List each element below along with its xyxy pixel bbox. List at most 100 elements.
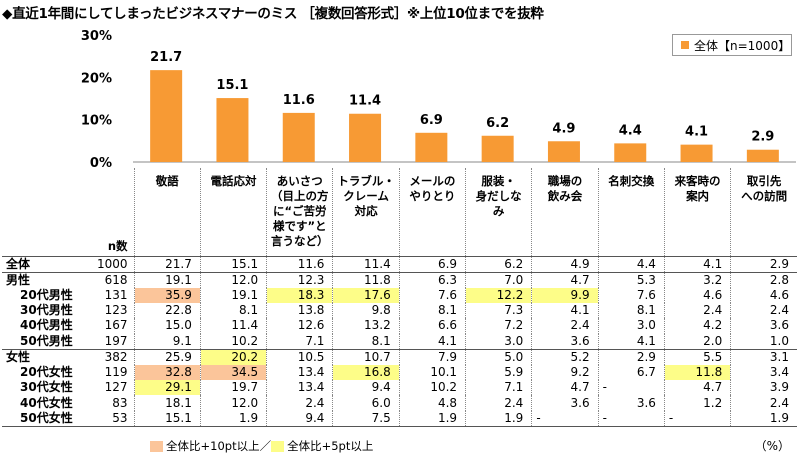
table-cell: 11.4 <box>332 255 400 272</box>
table-cell: 12.3 <box>266 271 333 288</box>
bar <box>547 141 580 162</box>
column-header: 名刺交換 <box>597 168 665 256</box>
table-cell: 18.1 <box>133 395 201 411</box>
column-header: 敬語 <box>133 168 201 256</box>
table-cell: 5.2 <box>531 348 599 365</box>
table-cell: 1.9 <box>199 410 267 427</box>
table-cell: 9.1 <box>133 333 201 350</box>
bar-value-label: 4.1 <box>685 125 708 140</box>
n-header: n数 <box>107 238 128 253</box>
table-cell: 3.0 <box>597 318 665 334</box>
column-header: 服装・ 身だしなみ <box>465 168 532 256</box>
table-cell: 2.9 <box>730 255 798 272</box>
table-cell: 3.1 <box>730 348 798 365</box>
row-n: 131 <box>104 287 128 302</box>
table-cell: 2.8 <box>730 271 798 288</box>
row-label: 20代女性 <box>20 364 73 379</box>
table-cell: 4.6 <box>730 287 798 303</box>
column-header-line: 敬語 <box>155 174 179 188</box>
row-n: 382 <box>94 348 135 365</box>
bar <box>614 143 647 162</box>
table-cell: 7.6 <box>398 287 466 303</box>
table-cell: 1.9 <box>730 410 798 427</box>
table-cell: 7.2 <box>465 318 532 334</box>
table-cell: 4.1 <box>663 255 731 272</box>
column-header-line: 来客時の <box>674 174 721 188</box>
column-header-line: 言うなど） <box>271 234 329 248</box>
row-n: 1000 <box>94 255 135 272</box>
orange-highlight-label: 全体比+10pt以上／ <box>166 439 272 453</box>
row-n: 127 <box>104 380 128 395</box>
table-cell: 4.1 <box>398 333 466 350</box>
bar-value-label: 6.9 <box>420 113 443 128</box>
table-cell: - <box>597 380 665 396</box>
table-row: 20代女性 119 32.8 34.5 13.4 16.8 10.1 5.9 9.2 6.7 11.… <box>2 364 798 381</box>
bar-value-label: 11.6 <box>283 93 315 108</box>
column-header-line: への訪問 <box>741 189 788 203</box>
table-cell: 5.9 <box>465 364 532 381</box>
table-cell: 12.0 <box>199 395 267 411</box>
table-cell: 2.4 <box>531 318 599 334</box>
table-cell: 13.4 <box>266 380 333 396</box>
table-cell: 7.0 <box>465 271 532 288</box>
table-cell: 12.0 <box>199 271 267 288</box>
table-cell: 3.6 <box>531 395 599 411</box>
column-header: あいさつ （目上の方 に“ご苦労 様です”と 言うなど） <box>266 168 333 256</box>
table-cell: 10.2 <box>398 380 466 396</box>
table-cell: - <box>531 410 599 427</box>
column-header-line: クレーム <box>343 189 389 203</box>
table-cell: 7.1 <box>266 333 333 350</box>
table-cell: 6.9 <box>398 255 466 272</box>
table-cell: 15.1 <box>199 255 267 272</box>
table-cell: 4.9 <box>531 255 599 272</box>
table-cell: 25.9 <box>133 348 201 365</box>
table-row: 女性 382 25.9 20.2 10.5 10.7 7.9 5.0 5.2 2.9 5.5 3.1 <box>2 348 798 365</box>
row-n: 53 <box>94 410 135 427</box>
column-header-line: メールの <box>409 174 456 188</box>
table-cell: 3.4 <box>730 364 798 381</box>
table-cell: 13.4 <box>266 364 333 381</box>
table-header-row: n数 敬語 電話応対 あいさつ （目上の方 に“ご苦労 様です”と 言うなど） トラブル・ クレー… <box>2 168 798 256</box>
column-header: 取引先 への訪問 <box>730 168 798 256</box>
table-cell: 9.9 <box>531 287 599 303</box>
orange-highlight-swatch <box>150 440 163 452</box>
column-header: トラブル・ クレーム 対応 <box>332 168 400 256</box>
table-cell: 2.4 <box>730 395 798 411</box>
table-cell: 19.7 <box>199 380 267 396</box>
table-cell: 1.2 <box>663 395 731 411</box>
table-cell: 3.6 <box>730 318 798 334</box>
table-cell: 3.9 <box>730 380 798 396</box>
row-n: 83 <box>112 395 128 410</box>
table-row: 20代男性 131 35.9 19.1 18.3 17.6 7.6 12.2 9.9 7.6 4.6… <box>2 287 798 303</box>
column-header-line: 対応 <box>354 204 378 218</box>
column-header-line: やりとり <box>409 189 456 203</box>
table-cell: 13.2 <box>332 318 400 334</box>
table-cell: 15.1 <box>133 410 201 427</box>
row-label: 40代女性 <box>20 395 73 410</box>
table-row: 40代女性 83 18.1 12.0 2.4 6.0 4.8 2.4 3.6 3.6 1.2 2.4 <box>2 395 798 411</box>
table-cell: 5.5 <box>663 348 731 365</box>
table-cell: 6.7 <box>597 364 665 381</box>
row-label: 女性 <box>2 348 94 365</box>
table-cell: 32.8 <box>133 364 201 381</box>
table-cell: 9.4 <box>332 380 400 396</box>
table-row: 50代女性 53 15.1 1.9 9.4 7.5 1.9 1.9- - -1.9 <box>2 410 798 427</box>
row-label: 男性 <box>2 271 94 288</box>
table-cell: 6.3 <box>398 271 466 288</box>
column-header: 来客時の 案内 <box>663 168 731 256</box>
row-n: 123 <box>104 303 128 318</box>
table-cell: 10.5 <box>266 348 333 365</box>
table-cell: 4.7 <box>531 271 599 288</box>
table-cell: 3.6 <box>531 333 599 350</box>
table-row: 30代男性 123 22.8 8.1 13.8 9.8 8.1 7.3 4.1 8.1 2.4 2.4 <box>2 302 798 319</box>
table-cell: 2.9 <box>597 348 665 365</box>
column-header-line: 職場の <box>547 174 583 188</box>
yellow-highlight-swatch <box>271 440 285 452</box>
table-cell: 34.5 <box>199 364 267 381</box>
column-header-line: 身だしな <box>475 189 522 203</box>
table-cell: 2.4 <box>266 395 333 411</box>
table-cell: 7.1 <box>465 380 532 396</box>
row-label: 30代女性 <box>20 380 73 395</box>
table-cell: 3.6 <box>597 395 665 411</box>
row-n: 618 <box>94 271 135 288</box>
